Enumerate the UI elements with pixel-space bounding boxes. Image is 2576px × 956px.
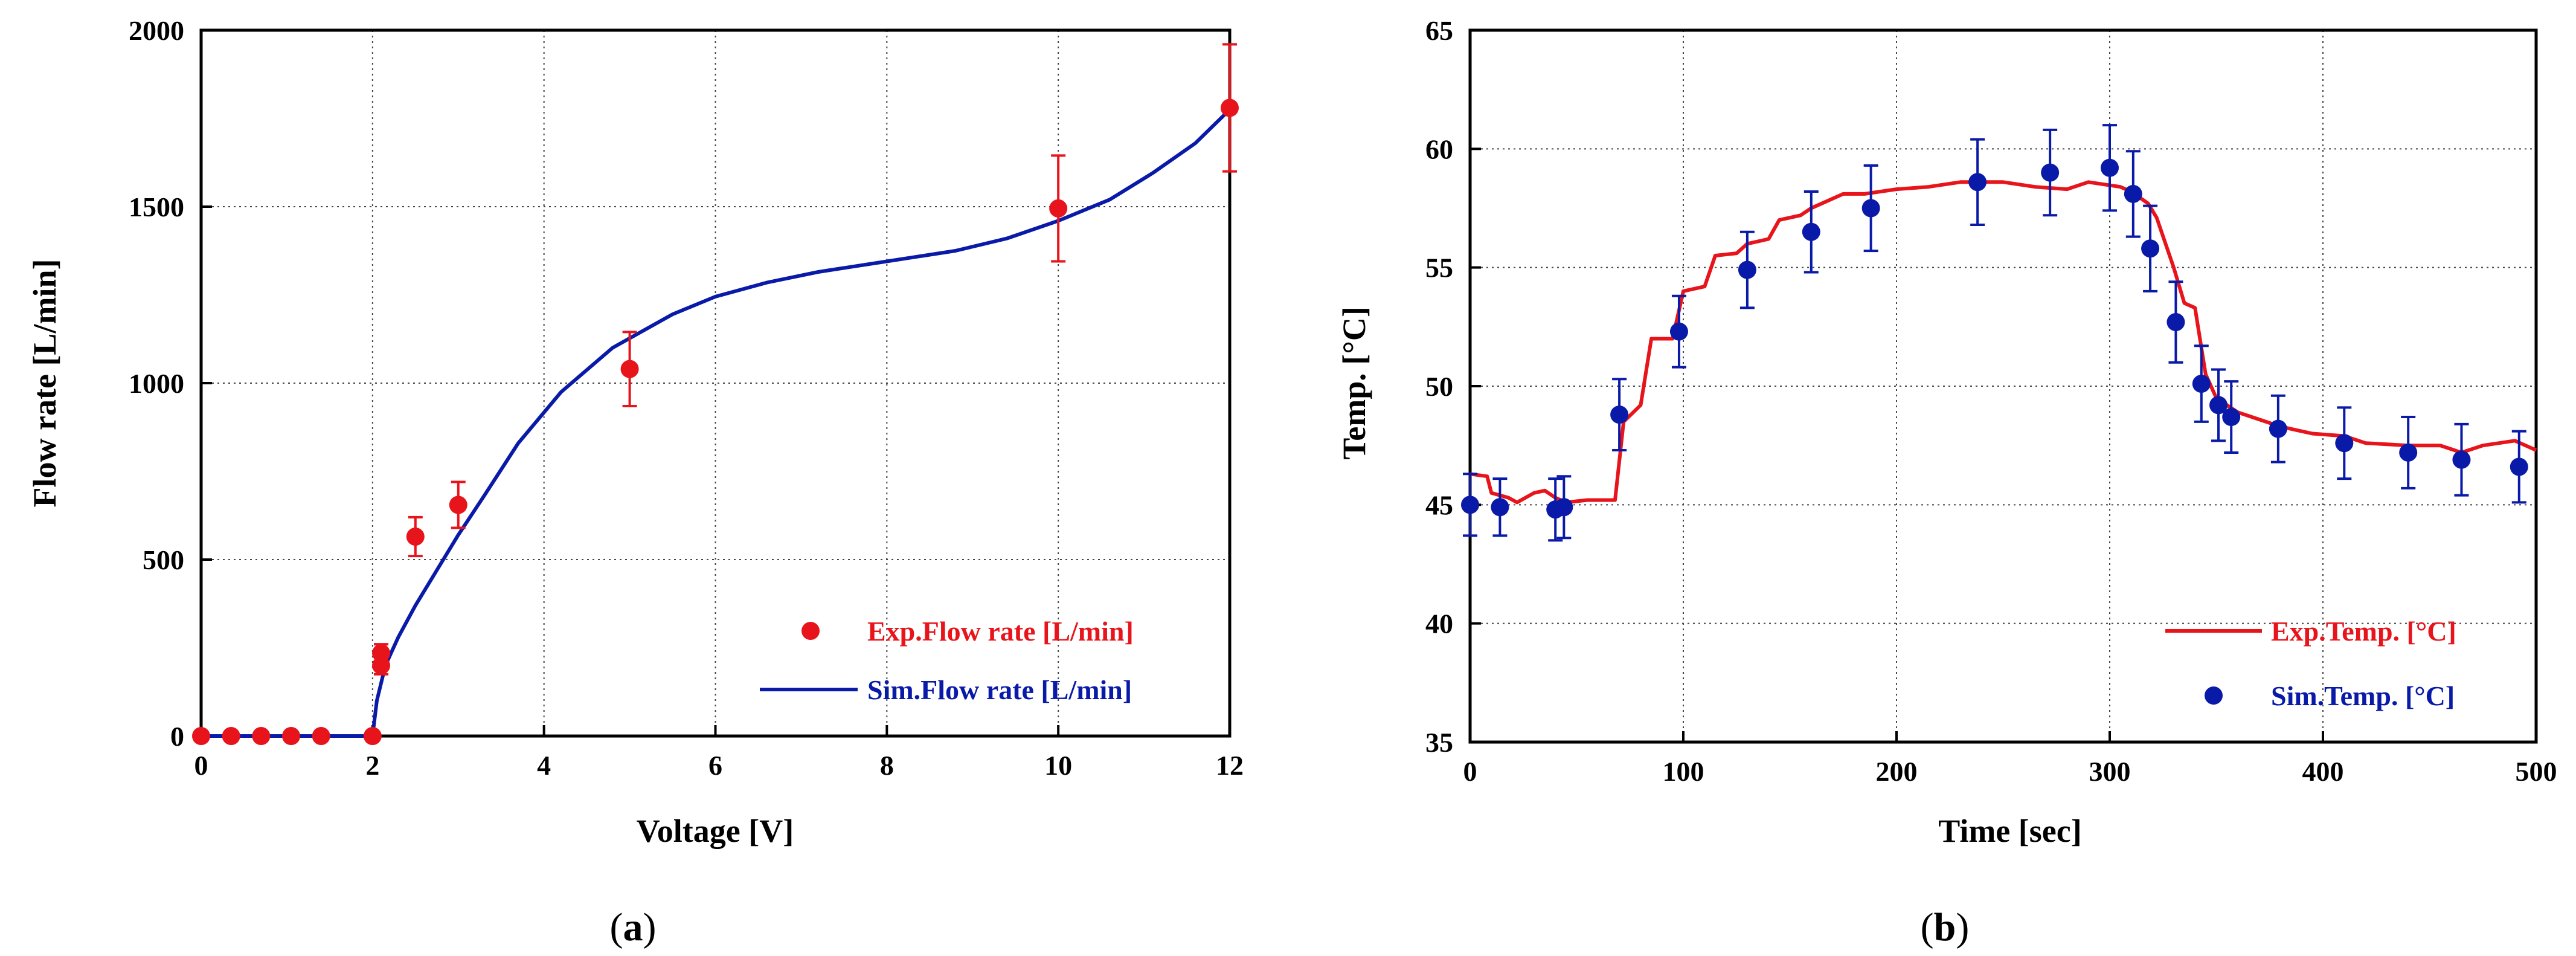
chart-a-xtick-label: 6 [708, 750, 722, 781]
chart-a-ytick-label: 0 [170, 721, 184, 752]
chart-a-exp-point [449, 496, 467, 514]
chart-b-xtick-label: 500 [2516, 756, 2557, 787]
chart-b-sim-point [2510, 457, 2528, 476]
chart-b-xtick-label: 0 [1463, 756, 1477, 787]
chart-a-ylabel: Flow rate [L/min] [27, 259, 63, 508]
chart-b-sim-point [2222, 408, 2241, 427]
chart-b-sim-point [2141, 239, 2160, 258]
chart-a-xtick-label: 0 [194, 750, 208, 781]
chart-b-sim-point [2399, 443, 2418, 462]
chart-b-ytick-label: 40 [1425, 609, 1453, 639]
chart-b-sim-point [1802, 222, 1820, 241]
chart-b-ytick-label: 35 [1425, 727, 1453, 758]
chart-a-exp-point [252, 727, 271, 745]
chart-b-sim-point [1861, 199, 1880, 218]
chart-a-exp-point [312, 727, 330, 745]
chart-b-sim-point [2452, 450, 2471, 469]
chart-a-panel-label: (a) [610, 905, 657, 949]
chart-b-ticks: 0 100 200 300 400 500 35 40 45 50 55 60 65 [1425, 15, 2557, 787]
chart-b-sim-point [2192, 375, 2211, 393]
chart-a-exp-point [1049, 199, 1068, 218]
chart-b-ytick-label: 60 [1425, 134, 1453, 164]
chart-a-sim-series [201, 108, 1232, 738]
chart-b-ytick-label: 50 [1425, 371, 1453, 402]
chart-a-exp-point [1221, 99, 1239, 117]
chart-b-sim-point [2041, 163, 2060, 182]
chart-b-temperature: 0 100 200 300 400 500 35 40 45 50 55 60 65 Time [sec… [1336, 15, 2557, 949]
chart-b-sim-series [1461, 124, 2528, 542]
chart-a-exp-point [372, 644, 391, 662]
chart-b-sim-point [2269, 419, 2287, 438]
chart-b-gridlines [1470, 30, 2536, 742]
chart-b-legend-sim-label: Sim.Temp. [°C] [2271, 680, 2455, 711]
chart-a-exp-point [222, 727, 240, 745]
chart-b-legend-exp-label: Exp.Temp. [°C] [2271, 616, 2456, 647]
chart-a-xtick-label: 2 [365, 750, 379, 781]
chart-a-panel-letter: a [623, 905, 643, 949]
chart-a-sim-line [201, 108, 1232, 738]
chart-a-flow-rate: 0 2 4 6 8 10 12 0 500 1000 1500 2000 Voltage [V] Fl… [27, 15, 1244, 949]
chart-b-xtick-label: 100 [1663, 756, 1704, 787]
chart-b-sim-point [1461, 496, 1479, 514]
chart-b-sim-point [1555, 498, 1573, 517]
chart-b-sim-point [1491, 498, 1509, 517]
chart-b-sim-point [2209, 396, 2228, 415]
chart-a-xlabel: Voltage [V] [637, 813, 794, 849]
chart-a-legend-exp-label: Exp.Flow rate [L/min] [867, 616, 1134, 647]
chart-b-xtick-label: 300 [2089, 756, 2131, 787]
chart-b-xtick-label: 400 [2302, 756, 2344, 787]
chart-a-xtick-label: 12 [1216, 750, 1244, 781]
chart-b-sim-point [1669, 322, 1688, 341]
chart-b-panel-letter: b [1934, 905, 1956, 949]
chart-a-legend-exp-marker [801, 622, 820, 640]
chart-b-ytick-label: 55 [1425, 253, 1453, 283]
chart-b-sim-point [1968, 173, 1987, 192]
chart-b-ytick-label: 45 [1425, 489, 1453, 520]
chart-b-xlabel: Time [sec] [1938, 813, 2081, 849]
chart-b-sim-point [1738, 260, 1756, 279]
chart-b-sim-point [2335, 434, 2354, 453]
chart-a-exp-point [406, 528, 425, 546]
chart-a-ticks: 0 2 4 6 8 10 12 0 500 1000 1500 2000 [129, 15, 1244, 781]
chart-b-sim-point [2166, 312, 2185, 331]
chart-b-sim-point [1610, 405, 1629, 424]
chart-a-xtick-label: 8 [880, 750, 894, 781]
chart-b-sim-point [2124, 184, 2142, 203]
chart-b-panel-label: (b) [1921, 905, 1970, 949]
chart-a-ytick-label: 1500 [129, 192, 184, 222]
chart-a-ytick-label: 500 [143, 544, 184, 575]
chart-a-gridlines [201, 30, 1230, 736]
chart-a-ytick-label: 1000 [129, 368, 184, 399]
chart-b-xtick-label: 200 [1876, 756, 1918, 787]
chart-b-legend: Exp.Temp. [°C] Sim.Temp. [°C] [2165, 616, 2456, 711]
chart-a-exp-point [192, 727, 210, 745]
chart-a-xtick-label: 10 [1044, 750, 1072, 781]
chart-a-exp-series [192, 43, 1239, 745]
chart-b-ytick-label: 65 [1425, 15, 1453, 46]
chart-b-sim-point [2101, 158, 2119, 177]
chart-a-legend: Exp.Flow rate [L/min] Sim.Flow rate [L/m… [760, 616, 1134, 705]
chart-a-exp-point [282, 727, 301, 745]
chart-a-exp-point [620, 360, 639, 378]
chart-a-exp-point [363, 727, 382, 745]
chart-a-legend-sim-label: Sim.Flow rate [L/min] [867, 674, 1132, 705]
chart-a-xtick-label: 4 [537, 750, 551, 781]
chart-b-ylabel: Temp. [°C] [1336, 306, 1372, 460]
chart-b-legend-sim-marker [2205, 686, 2223, 705]
chart-a-ytick-label: 2000 [129, 15, 184, 46]
